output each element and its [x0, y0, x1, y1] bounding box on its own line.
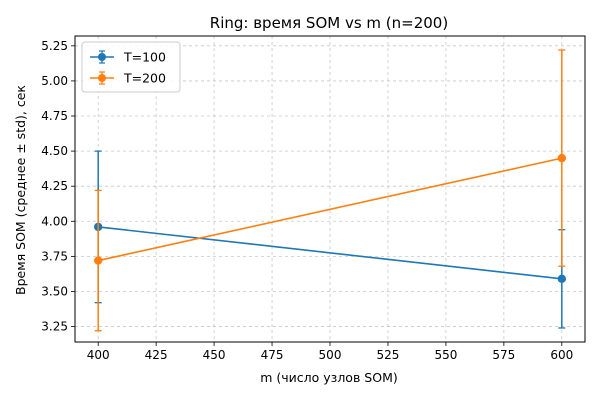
data-point: [557, 153, 567, 163]
series-layer: [93, 49, 567, 332]
y-tick-label: 4.75: [41, 109, 68, 123]
series-line: [98, 157, 562, 262]
y-tick-label: 3.75: [41, 249, 68, 263]
y-tick-label: 3.25: [41, 320, 68, 334]
series-line: [98, 226, 562, 280]
x-tick-label: 425: [145, 348, 168, 362]
legend-label: T=200: [123, 71, 166, 86]
y-tick-label: 4.50: [41, 144, 68, 158]
legend-box: [81, 41, 181, 93]
legend-marker: [98, 53, 106, 61]
axis-ticks: 400 425 450 475 500 525 550 575 600 3.25 3.50 3.75 4…: [41, 39, 573, 362]
legend: T=100 T=200: [81, 41, 181, 93]
y-tick-label: 4.00: [41, 214, 68, 228]
series-t-200: [93, 49, 567, 332]
data-point: [557, 274, 567, 284]
x-axis-label: m (число узлов SOM): [260, 370, 397, 385]
chart-title: Ring: время SOM vs m (n=200): [210, 14, 448, 32]
x-tick-label: 575: [492, 348, 515, 362]
x-tick-label: 400: [87, 348, 110, 362]
x-tick-label: 500: [319, 348, 342, 362]
y-tick-label: 4.25: [41, 179, 68, 193]
y-tick-label: 3.50: [41, 284, 68, 298]
y-tick-label: 5.00: [41, 74, 68, 88]
legend-marker: [98, 74, 106, 82]
x-tick-label: 475: [261, 348, 284, 362]
x-tick-label: 525: [377, 348, 400, 362]
x-tick-label: 450: [203, 348, 226, 362]
data-point: [93, 256, 103, 265]
legend-label: T=100: [123, 50, 166, 65]
y-tick-label: 5.25: [41, 39, 68, 53]
y-axis-label: Время SOM (среднее ± std), сек: [13, 85, 28, 295]
x-tick-label: 550: [434, 348, 457, 362]
x-tick-label: 600: [550, 348, 573, 362]
